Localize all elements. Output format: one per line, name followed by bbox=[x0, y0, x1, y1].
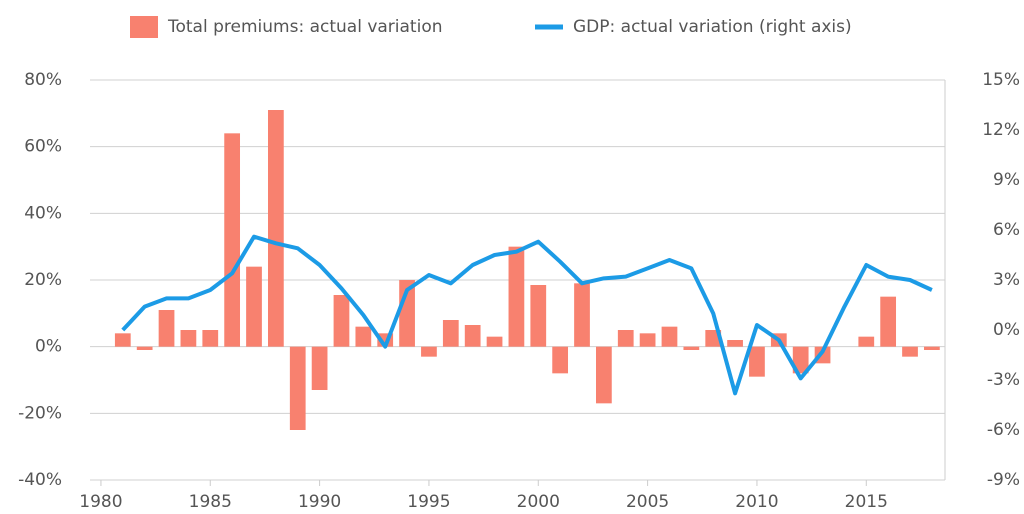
bar bbox=[421, 346, 437, 357]
x-tick-label: 1980 bbox=[79, 492, 122, 512]
y-tick-label: -40% bbox=[18, 470, 62, 490]
y2-tick-label: -6% bbox=[987, 420, 1020, 440]
bar bbox=[552, 346, 569, 374]
y2-tick-label: 3% bbox=[993, 270, 1020, 290]
bar bbox=[333, 295, 350, 347]
bar bbox=[617, 330, 634, 347]
bar bbox=[661, 326, 678, 347]
y-tick-label: 0% bbox=[35, 337, 62, 357]
bar bbox=[486, 336, 503, 347]
bar bbox=[311, 346, 328, 390]
bar bbox=[246, 266, 262, 347]
y-tick-label: -20% bbox=[18, 403, 62, 423]
bar bbox=[749, 346, 765, 377]
line bbox=[121, 234, 933, 396]
bar bbox=[574, 283, 590, 347]
y2-tick-label: -9% bbox=[987, 470, 1020, 490]
x-tick-label: 2015 bbox=[845, 492, 888, 512]
y2-tick-label: 0% bbox=[993, 320, 1020, 340]
bar bbox=[355, 326, 372, 347]
y2-tick-label: 12% bbox=[982, 120, 1020, 140]
y2-tick-label: 15% bbox=[982, 70, 1020, 90]
x-tick-label: 1985 bbox=[189, 492, 232, 512]
bar bbox=[289, 346, 306, 430]
bar bbox=[267, 110, 284, 347]
bar bbox=[683, 346, 700, 350]
bar bbox=[924, 346, 940, 350]
x-tick-label: 2010 bbox=[735, 492, 778, 512]
bar bbox=[530, 285, 547, 347]
bar bbox=[158, 310, 175, 347]
bar bbox=[727, 340, 743, 347]
legend-label: Total premiums: actual variation bbox=[167, 17, 443, 37]
x-tick-label: 2000 bbox=[517, 492, 560, 512]
bar bbox=[639, 333, 656, 347]
y2-tick-label: 9% bbox=[993, 170, 1020, 190]
x-tick-label: 1995 bbox=[407, 492, 450, 512]
x-tick-label: 1990 bbox=[298, 492, 341, 512]
y-tick-label: 20% bbox=[24, 270, 62, 290]
bar bbox=[224, 133, 241, 347]
bar bbox=[202, 330, 219, 347]
bar bbox=[508, 246, 525, 347]
bar bbox=[596, 346, 612, 404]
x-tick-label: 2005 bbox=[626, 492, 669, 512]
bar bbox=[464, 325, 481, 347]
legend-label: GDP: actual variation (right axis) bbox=[573, 17, 852, 37]
bar bbox=[880, 296, 897, 347]
bar bbox=[792, 346, 809, 374]
y-tick-label: 40% bbox=[24, 203, 62, 223]
bar bbox=[114, 333, 131, 347]
y2-tick-label: 6% bbox=[993, 220, 1020, 240]
bar bbox=[902, 346, 918, 357]
legend-swatch bbox=[130, 16, 158, 38]
y-tick-label: 60% bbox=[24, 137, 62, 157]
y2-tick-label: -3% bbox=[987, 370, 1020, 390]
bar bbox=[136, 346, 153, 350]
bar bbox=[442, 320, 459, 347]
bar bbox=[858, 336, 875, 347]
y-tick-label: 80% bbox=[24, 70, 62, 90]
bar bbox=[180, 330, 197, 347]
